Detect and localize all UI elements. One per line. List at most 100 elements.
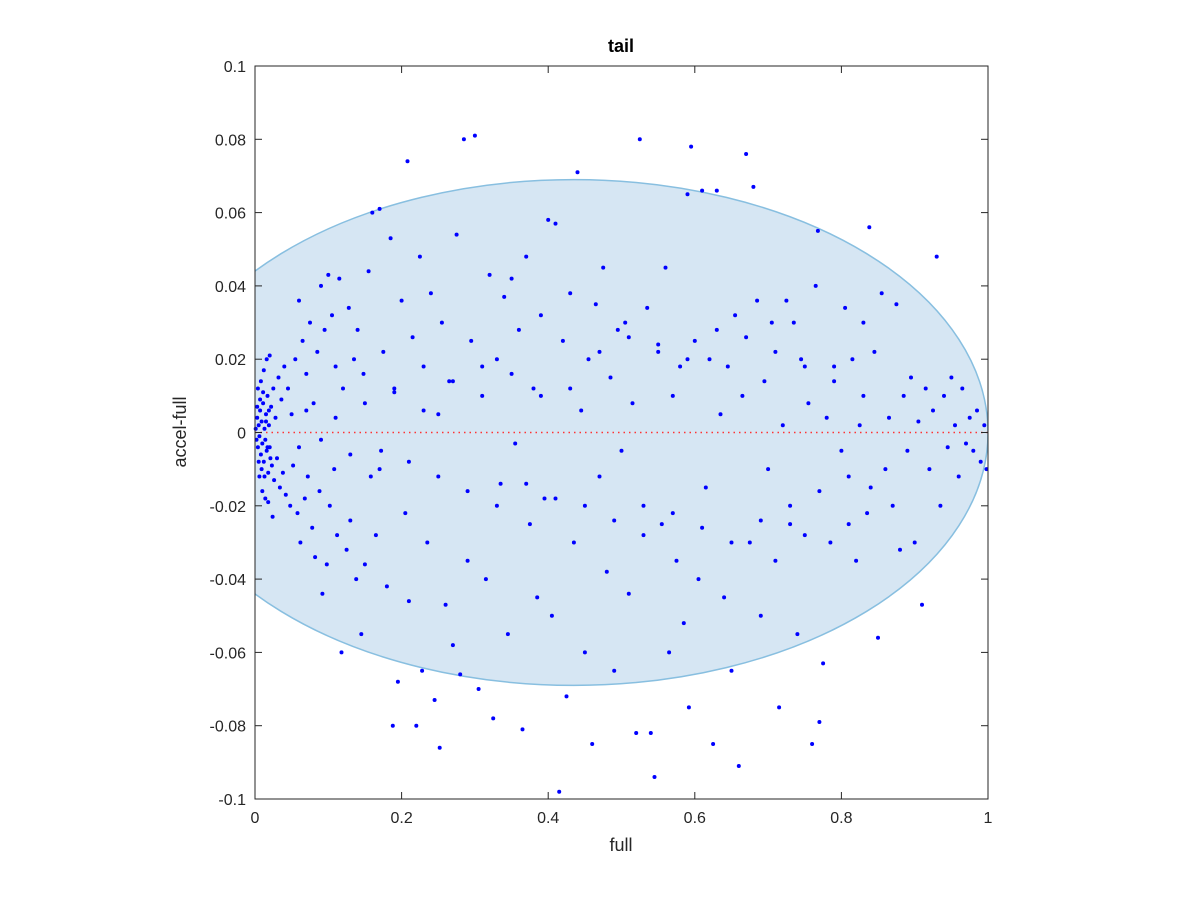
data-point-219: [876, 635, 880, 640]
data-point-64: [346, 305, 351, 310]
data-point-9: [260, 441, 265, 446]
data-point-142: [601, 265, 606, 270]
data-point-159: [663, 265, 668, 270]
data-point-22: [271, 386, 276, 391]
data-point-167: [689, 144, 694, 149]
data-point-213: [857, 423, 862, 428]
data-point-247: [978, 459, 983, 464]
y-tick-label: 0.02: [215, 352, 246, 369]
data-point-163: [678, 364, 683, 369]
data-point-45: [310, 525, 315, 530]
data-point-0: [253, 426, 258, 431]
y-tick-label: 0.04: [215, 279, 246, 296]
data-point-221: [883, 467, 888, 472]
data-point-2: [255, 415, 260, 420]
data-point-195: [791, 320, 796, 325]
data-point-266: [524, 481, 529, 486]
data-point-155: [648, 731, 653, 735]
data-point-60: [337, 276, 342, 281]
data-point-272: [612, 518, 617, 523]
data-point-170: [700, 188, 705, 193]
data-point-152: [637, 137, 642, 142]
data-point-121: [524, 254, 529, 259]
data-point-124: [535, 595, 540, 600]
data-point-21: [269, 463, 274, 468]
data-point-49: [317, 489, 322, 494]
x-tick-label: 0.8: [830, 810, 852, 827]
data-point-107: [472, 133, 477, 138]
data-point-186: [758, 613, 763, 618]
data-point-191: [777, 705, 782, 710]
data-point-201: [813, 283, 818, 288]
data-point-193: [784, 298, 789, 303]
data-point-277: [685, 357, 690, 362]
data-point-140: [593, 302, 598, 307]
data-point-55: [327, 503, 332, 508]
data-point-199: [806, 401, 811, 406]
data-point-148: [623, 320, 628, 325]
data-point-63: [344, 547, 349, 552]
data-point-97: [437, 745, 442, 750]
data-point-158: [659, 522, 664, 527]
data-point-192: [780, 423, 785, 428]
data-point-23: [272, 478, 277, 483]
data-point-154: [645, 305, 650, 310]
data-point-143: [604, 569, 609, 574]
data-point-115: [502, 294, 507, 299]
data-point-123: [531, 386, 536, 391]
data-point-184: [751, 184, 756, 189]
data-point-141: [597, 474, 602, 479]
data-point-282: [758, 518, 763, 523]
data-point-98: [439, 320, 444, 325]
data-point-81: [390, 723, 395, 728]
data-point-176: [722, 595, 727, 600]
data-point-150: [630, 401, 635, 406]
data-point-166: [686, 705, 691, 710]
data-point-175: [718, 412, 723, 417]
scatter-points: [253, 133, 989, 794]
data-point-5: [257, 434, 262, 439]
data-point-161: [670, 393, 675, 398]
data-point-65: [348, 518, 353, 523]
x-axis-ticks: 0 0.2 0.4 0.6 0.8 1: [251, 66, 993, 827]
data-point-278: [700, 525, 705, 530]
data-point-15: [264, 448, 269, 453]
data-point-44: [308, 320, 312, 325]
data-point-171: [703, 485, 708, 490]
data-point-25: [275, 456, 279, 461]
data-point-80: [388, 236, 393, 241]
data-point-197: [799, 357, 804, 362]
data-point-127: [546, 217, 551, 222]
data-point-114: [498, 481, 503, 486]
data-point-228: [909, 375, 913, 380]
data-point-258: [406, 459, 411, 464]
data-point-42: [304, 371, 309, 376]
data-point-128: [549, 613, 554, 618]
data-point-294: [261, 368, 266, 373]
data-point-288: [846, 474, 851, 479]
data-point-185: [755, 298, 760, 303]
data-point-307: [265, 445, 270, 450]
data-point-75: [373, 533, 378, 538]
data-point-309: [268, 456, 273, 461]
y-tick-label: 0.06: [215, 206, 246, 223]
data-point-232: [923, 386, 928, 391]
data-point-242: [960, 386, 965, 391]
data-point-132: [564, 694, 569, 699]
data-point-118: [513, 441, 518, 446]
data-point-196: [795, 632, 800, 637]
data-point-69: [359, 632, 364, 637]
data-point-198: [802, 533, 807, 538]
data-point-187: [762, 379, 767, 384]
data-point-72: [366, 269, 371, 274]
data-point-122: [527, 522, 532, 527]
data-point-83: [395, 679, 400, 684]
data-point-33: [288, 503, 293, 508]
data-point-7: [258, 452, 263, 457]
data-point-230: [916, 419, 921, 424]
data-point-202: [815, 228, 820, 233]
data-point-92: [421, 364, 426, 369]
data-point-295: [263, 496, 268, 501]
data-point-189: [769, 320, 774, 325]
data-point-135: [575, 170, 580, 175]
